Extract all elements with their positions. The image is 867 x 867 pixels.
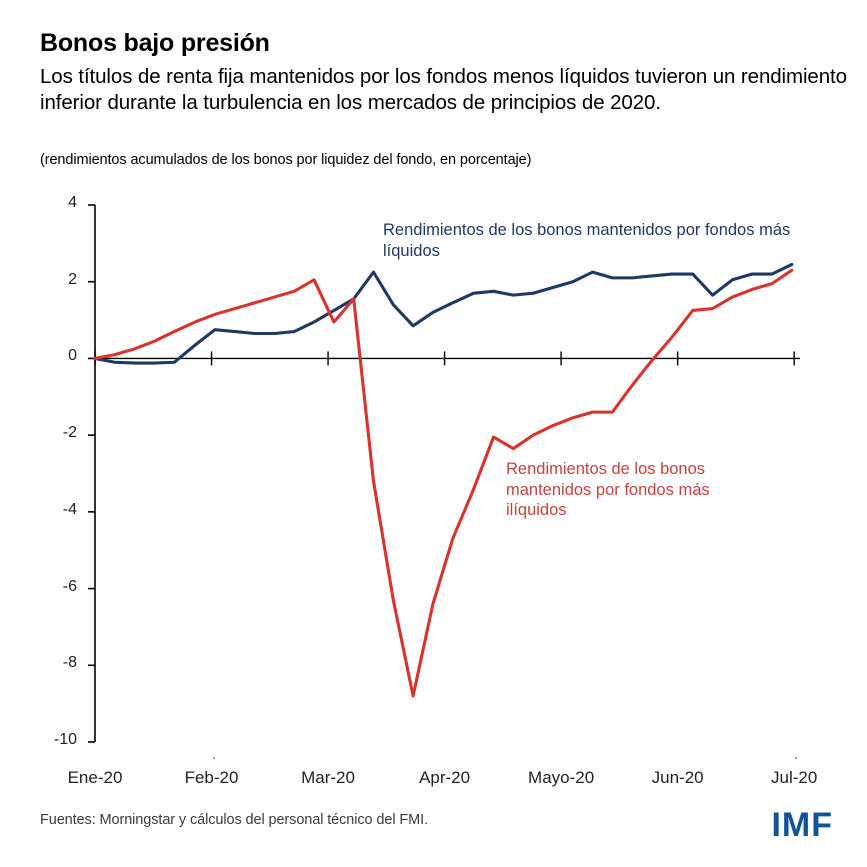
chart-subtitle: Los títulos de renta fija mantenidos por… [40, 65, 847, 115]
chart-units-note: (rendimientos acumulados de los bonos po… [40, 152, 532, 168]
y-axis-tick-label: -8 [62, 654, 77, 672]
x-axis-tick-label: Feb-20 [184, 768, 239, 787]
chart-series [93, 262, 794, 698]
series-label-liquid: Rendimientos de los bonos mantenidos por… [383, 221, 791, 260]
x-axis-tick-label: Jul-20 [771, 768, 818, 787]
y-axis-tick-label: -4 [62, 500, 77, 518]
series-line-liquid [93, 262, 794, 365]
x-axis-tick-label: Mayo-20 [528, 768, 595, 787]
y-axis-tick-label: 4 [68, 194, 77, 211]
y-axis-tick-label: 0 [68, 347, 77, 365]
page-title: Bonos bajo presión [40, 29, 270, 57]
x-axis-tick-label: Apr-20 [419, 768, 471, 787]
x-axis-tick-label: Jun-20 [651, 768, 704, 787]
chart-axes [88, 204, 800, 743]
dot-marker-right [795, 757, 797, 759]
series-label-illiquid: Rendimientos de los bonos mantenidos por… [506, 460, 710, 520]
dot-marker-left [213, 757, 215, 759]
x-axis-tick-label: Mar-20 [301, 768, 355, 787]
source-note: Fuentes: Morningstar y cálculos del pers… [40, 812, 428, 828]
y-axis-tick-label: 2 [68, 270, 77, 288]
series-line-illiquid [93, 268, 794, 698]
y-axis-tick-label: -6 [62, 577, 77, 595]
imf-logo: IMF [771, 806, 833, 844]
x-axis-tick-label: Ene-20 [67, 768, 123, 787]
y-axis-tick-label: -10 [53, 731, 77, 748]
y-axis-tick-label: -2 [62, 424, 77, 442]
